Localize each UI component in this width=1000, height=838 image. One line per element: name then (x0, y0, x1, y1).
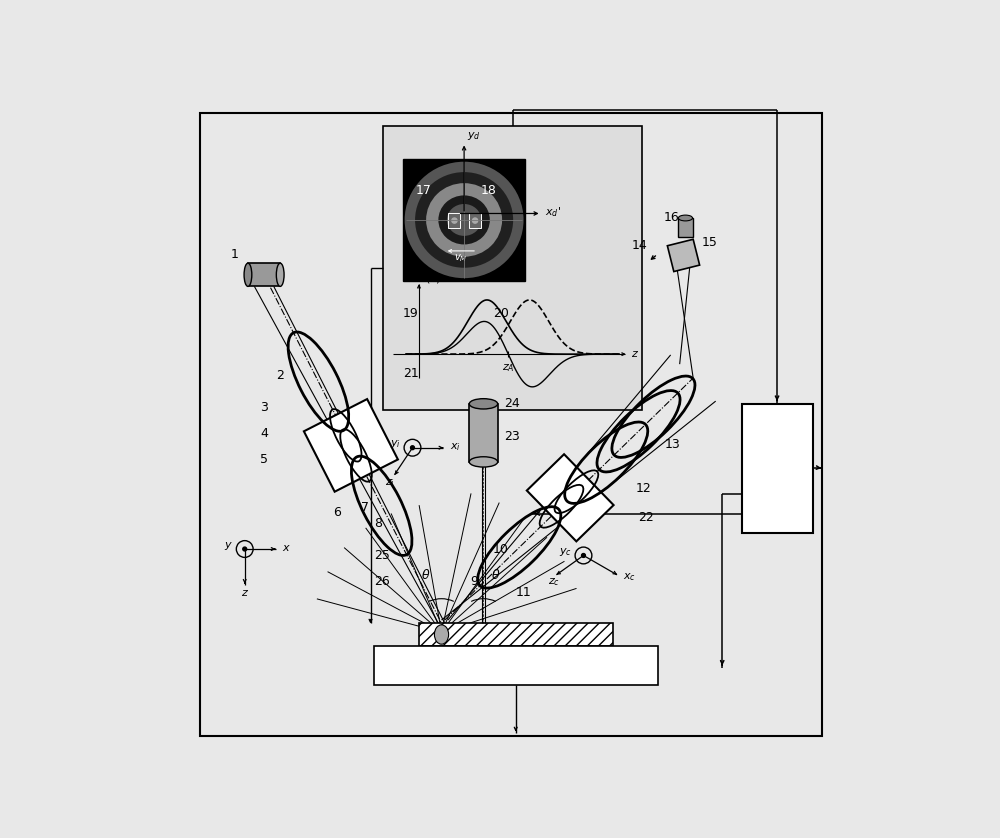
Text: 23: 23 (504, 430, 520, 442)
Ellipse shape (678, 215, 693, 221)
Bar (403, 158, 525, 282)
Text: 11: 11 (516, 586, 532, 599)
Bar (448, 214, 460, 228)
Bar (419, 623, 613, 646)
Bar (383, 127, 642, 411)
Bar (469, 214, 481, 228)
Circle shape (243, 547, 247, 551)
Text: 13: 13 (664, 437, 680, 451)
Text: 3: 3 (260, 401, 268, 414)
Text: 21: 21 (403, 366, 419, 380)
Bar (374, 646, 658, 685)
Ellipse shape (434, 625, 449, 644)
Text: $I(z)$: $I(z)$ (422, 272, 441, 285)
Text: 20: 20 (493, 307, 509, 320)
Ellipse shape (469, 399, 498, 409)
Ellipse shape (415, 172, 513, 268)
Text: 2: 2 (276, 369, 284, 381)
Text: 22: 22 (638, 511, 654, 524)
Polygon shape (304, 399, 398, 492)
Text: 5: 5 (260, 453, 268, 466)
Bar (678, 218, 693, 237)
Circle shape (582, 554, 585, 557)
Text: 8: 8 (374, 517, 382, 530)
Text: $x$: $x$ (282, 543, 291, 553)
Text: 16: 16 (664, 211, 680, 225)
Text: $y_c$: $y_c$ (559, 546, 572, 557)
Text: $z_c$: $z_c$ (548, 577, 560, 588)
Text: 9: 9 (471, 575, 478, 587)
Circle shape (472, 218, 478, 223)
Text: 15: 15 (702, 236, 717, 249)
Text: 6: 6 (333, 506, 341, 519)
Text: $z_i$: $z_i$ (385, 478, 395, 489)
Text: 24: 24 (504, 397, 520, 411)
Bar (469, 404, 498, 462)
Text: 18: 18 (480, 184, 496, 198)
Polygon shape (248, 263, 280, 287)
Text: $z$: $z$ (241, 588, 249, 597)
Text: $y_d$: $y_d$ (467, 130, 481, 142)
Text: $y$: $y$ (224, 541, 233, 552)
Text: $v_M$: $v_M$ (454, 252, 468, 264)
Text: 1: 1 (231, 248, 239, 261)
Ellipse shape (426, 184, 502, 256)
Circle shape (452, 218, 457, 223)
Text: $x_c$: $x_c$ (623, 571, 637, 582)
Text: $\theta$: $\theta$ (491, 568, 501, 582)
Text: 10: 10 (493, 542, 509, 556)
Text: $x_d$': $x_d$' (545, 205, 561, 219)
Text: 12: 12 (635, 482, 651, 495)
Ellipse shape (405, 162, 524, 278)
Ellipse shape (244, 263, 252, 287)
Circle shape (411, 446, 414, 450)
Text: 25: 25 (374, 549, 390, 562)
Text: 14: 14 (632, 239, 648, 252)
Text: 26: 26 (374, 575, 390, 587)
Text: $z$: $z$ (631, 349, 639, 360)
Ellipse shape (438, 195, 490, 245)
Bar (742, 404, 813, 533)
Text: $y_i$: $y_i$ (390, 437, 401, 450)
Text: $\theta$: $\theta$ (421, 568, 430, 582)
Polygon shape (667, 240, 700, 272)
Text: 19: 19 (403, 307, 419, 320)
Text: $x_i$: $x_i$ (450, 441, 461, 453)
Ellipse shape (276, 263, 284, 287)
Ellipse shape (447, 204, 481, 235)
Text: 17: 17 (416, 184, 432, 198)
Polygon shape (527, 454, 614, 541)
Text: $z_A$: $z_A$ (502, 363, 514, 375)
Text: 4: 4 (260, 427, 268, 440)
Text: 7: 7 (361, 500, 369, 514)
Ellipse shape (469, 457, 498, 467)
